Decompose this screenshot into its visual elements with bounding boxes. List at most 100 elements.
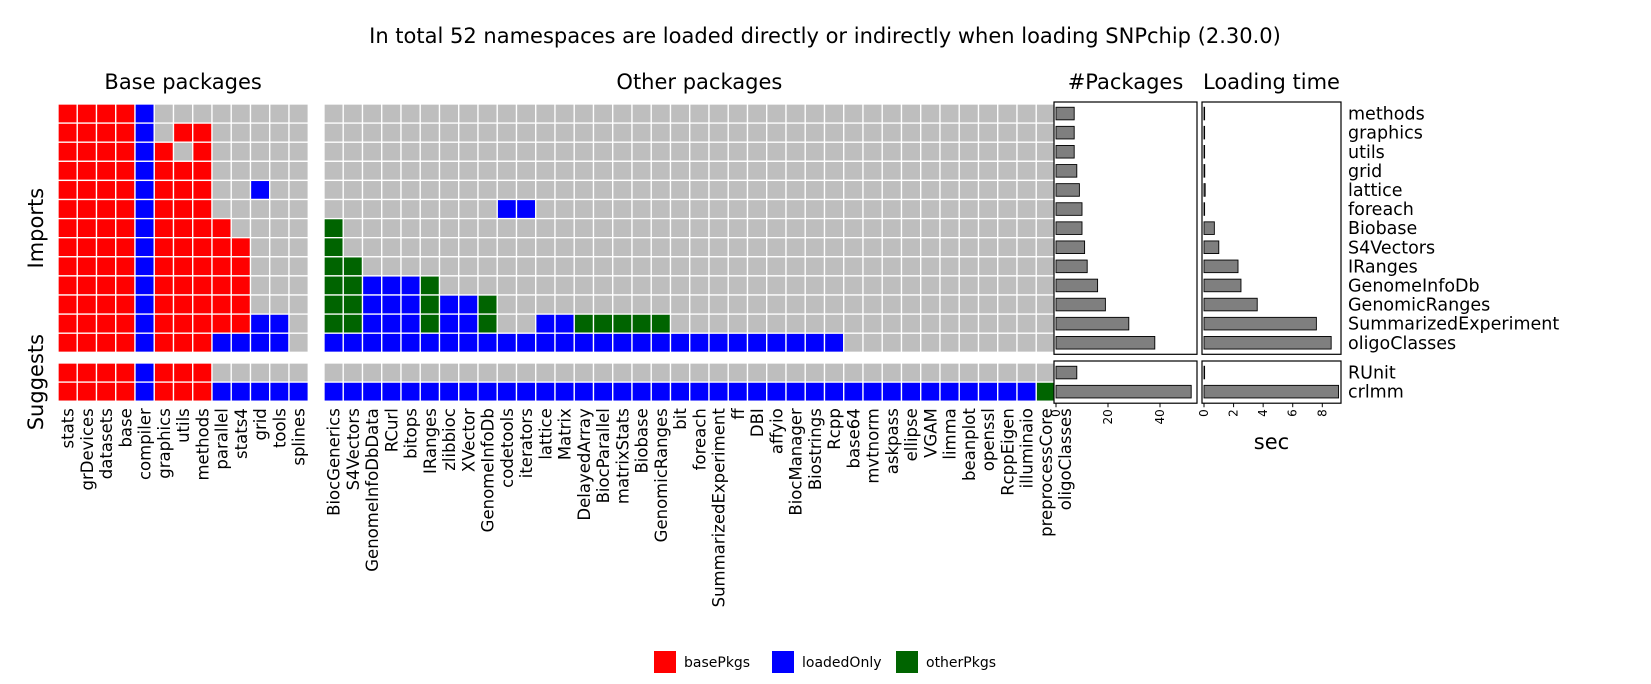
column-label: BiocManager (787, 408, 806, 516)
heatmap-cell (785, 256, 806, 277)
heatmap-cell (612, 332, 633, 353)
heatmap-cell (862, 256, 883, 277)
heatmap-cell (573, 122, 595, 143)
heatmap-cell (211, 179, 232, 201)
heatmap-cell (939, 141, 960, 162)
heatmap-cell (939, 313, 960, 334)
heatmap-cell (862, 103, 883, 124)
heatmap-cell (823, 294, 845, 315)
heatmap-cell (323, 275, 344, 296)
heatmap-cell (438, 160, 460, 182)
heatmap-cell (192, 313, 213, 334)
axis-tick-label: 2 (1227, 409, 1241, 417)
heatmap-cell (689, 275, 710, 296)
heatmap-cell (172, 313, 194, 334)
heatmap-cell (669, 275, 691, 296)
heatmap-cell (153, 256, 175, 277)
heatmap-cell (900, 313, 922, 334)
heatmap-cell (269, 141, 290, 162)
heatmap-cell (288, 103, 309, 124)
heatmap-cell (939, 275, 960, 296)
heatmap-cell (650, 160, 672, 182)
heatmap-cell (57, 381, 78, 402)
heatmap-cell (535, 237, 556, 258)
heatmap-cell (843, 256, 864, 277)
heatmap-cell (746, 256, 768, 277)
heatmap-cell (342, 141, 364, 162)
heatmap-cell (535, 381, 556, 402)
heatmap-cell (823, 237, 845, 258)
heatmap-cell (76, 237, 98, 258)
heatmap-cell (727, 122, 749, 143)
heatmap-cell (76, 179, 98, 201)
heatmap-cell (496, 103, 518, 124)
bar-genomicranges (1203, 297, 1258, 312)
heatmap-cell (134, 381, 155, 402)
column-label: S4Vectors (344, 408, 363, 490)
heatmap-cell (766, 275, 787, 296)
heatmap-cell (862, 313, 883, 334)
heatmap-cell (269, 122, 290, 143)
heatmap-cell (269, 313, 290, 334)
heatmap-cell (631, 362, 652, 383)
heatmap-cell (900, 198, 922, 220)
heatmap-cell (804, 313, 826, 334)
heatmap-cell (535, 179, 556, 201)
heatmap-cell (881, 294, 903, 315)
heatmap-cell (1035, 122, 1057, 143)
heatmap-cell (381, 141, 402, 162)
heatmap-cell (689, 362, 710, 383)
column-label: illuminaio (1018, 408, 1037, 488)
heatmap-cell (342, 122, 364, 143)
heatmap-cell (612, 103, 633, 124)
heatmap-cell (172, 122, 194, 143)
heatmap-cell (342, 313, 364, 334)
heatmap-cell (400, 198, 421, 220)
heatmap-cell (458, 160, 479, 182)
heatmap-cell (862, 160, 883, 182)
heatmap-cell (804, 362, 826, 383)
heatmap-cell (650, 198, 672, 220)
heatmap-cell (230, 141, 252, 162)
heatmap-cell (438, 275, 460, 296)
heatmap-cell (249, 103, 271, 124)
heatmap-cell (862, 217, 883, 239)
heatmap-cell (920, 217, 941, 239)
heatmap-cell (134, 198, 155, 220)
heatmap-cell (939, 160, 960, 182)
heatmap-cell (134, 122, 155, 143)
heatmap-cell (631, 122, 652, 143)
heatmap-cell (612, 160, 633, 182)
heatmap-cell (823, 122, 845, 143)
heatmap-cell (766, 332, 787, 353)
column-label: BiocParallel (594, 408, 613, 503)
heatmap-cell (361, 313, 383, 334)
row-label: RUnit (1348, 364, 1396, 384)
heatmap-cell (361, 256, 383, 277)
heatmap-cell (804, 237, 826, 258)
heatmap-cell (323, 122, 344, 143)
heatmap-cell (669, 332, 691, 353)
heatmap-cell (95, 237, 117, 258)
heatmap-cell (95, 122, 117, 143)
heatmap-cell (746, 141, 768, 162)
column-label: lattice (536, 408, 555, 459)
heatmap-cell (920, 179, 941, 201)
heatmap-cell (95, 381, 117, 402)
heatmap-cell (230, 103, 252, 124)
heatmap-cell (134, 275, 155, 296)
column-label: GenomeInfoDbData (363, 408, 382, 572)
heatmap-cell (727, 275, 749, 296)
heatmap-cell (458, 198, 479, 220)
heatmap-cell (1016, 103, 1037, 124)
heatmap-cell (766, 256, 787, 277)
heatmap-cell (95, 332, 117, 353)
heatmap-cell (650, 122, 672, 143)
row-group-label-imports: Imports (24, 188, 48, 269)
heatmap-cell (1035, 160, 1057, 182)
heatmap-cell (342, 362, 364, 383)
panel-title: #Packages (1068, 70, 1184, 94)
heatmap-cell (689, 237, 710, 258)
heatmap-cell (288, 141, 309, 162)
heatmap-cell (57, 217, 78, 239)
